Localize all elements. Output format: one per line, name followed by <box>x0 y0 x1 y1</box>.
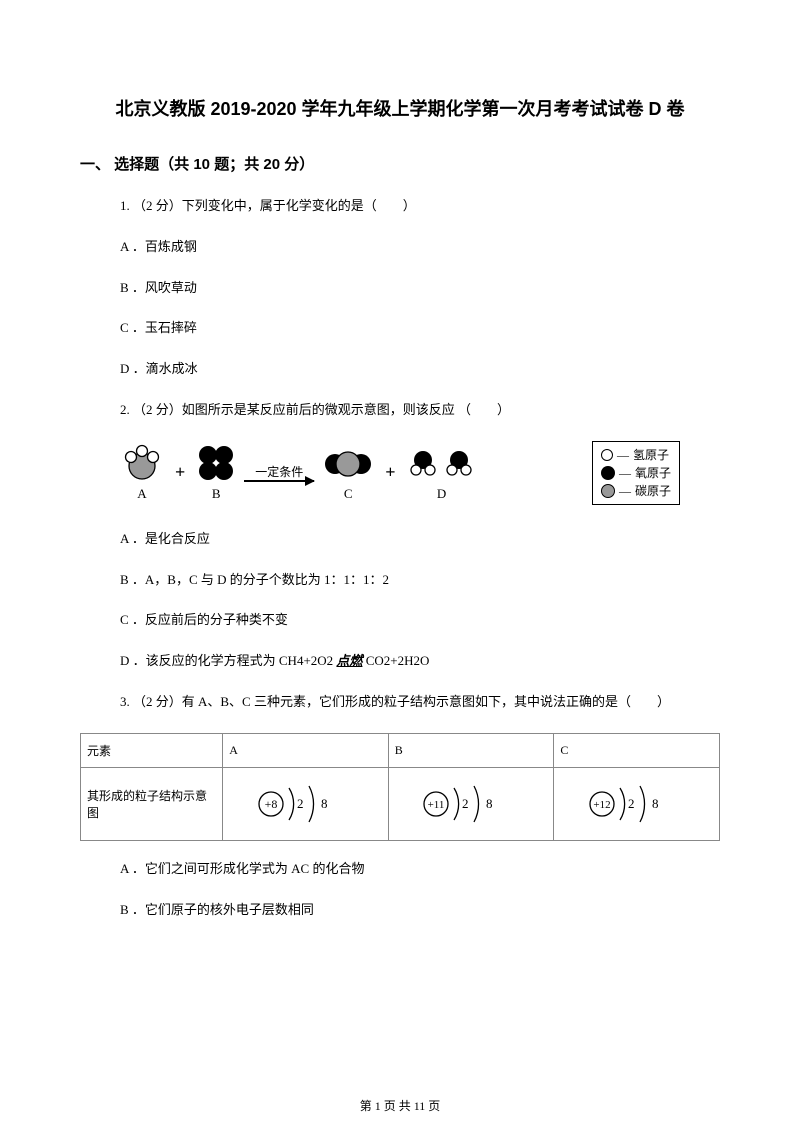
q1-option-b: B ．风吹草动 <box>120 278 720 299</box>
molecule-b: B <box>196 444 236 502</box>
q3-option-b: B ．它们原子的核外电子层数相同 <box>120 900 720 921</box>
legend-hydrogen: 氢原子 <box>633 446 669 464</box>
plus-icon: + <box>175 462 185 483</box>
reaction-arrow: 一定条件 <box>244 463 314 482</box>
table-header-c: C <box>554 733 720 767</box>
atom-diagram-c: +12 2 8 <box>554 767 720 840</box>
ignite-text: 点燃 <box>336 653 362 668</box>
svg-text:2: 2 <box>628 796 635 811</box>
q1-option-a: A ．百炼成钢 <box>120 237 720 258</box>
arrow-label: 一定条件 <box>255 463 303 480</box>
table-header-element: 元素 <box>81 733 223 767</box>
svg-text:8: 8 <box>486 796 493 811</box>
question-2: 2. （2 分）如图所示是某反应前后的微观示意图，则该反应 （ ） <box>120 400 720 421</box>
page-footer: 第 1 页 共 11 页 <box>0 1097 800 1114</box>
q2-option-c: C ．反应前后的分子种类不变 <box>120 610 720 631</box>
molecule-d-label: D <box>437 486 446 502</box>
q1-option-c: C ．玉石摔碎 <box>120 318 720 339</box>
page-title: 北京义教版 2019-2020 学年九年级上学期化学第一次月考考试试卷 D 卷 <box>80 95 720 121</box>
legend-oxygen: 氧原子 <box>635 464 671 482</box>
molecule-b-label: B <box>212 486 221 502</box>
table-row-label: 其形成的粒子结构示意图 <box>81 767 223 840</box>
molecule-c: C <box>322 444 374 502</box>
q2-option-b: B ．A，B，C 与 D 的分子个数比为 1：1：1：2 <box>120 570 720 591</box>
atom-diagram-b: +11 2 8 <box>388 767 554 840</box>
atom-structure-table: 元素 A B C 其形成的粒子结构示意图 +8 2 8 +11 <box>80 733 720 841</box>
molecule-a: A <box>120 444 164 502</box>
q3-option-a: A ．它们之间可形成化学式为 AC 的化合物 <box>120 859 720 880</box>
molecule-d: D <box>407 444 477 502</box>
svg-text:8: 8 <box>321 796 328 811</box>
table-header-b: B <box>388 733 554 767</box>
svg-text:2: 2 <box>297 796 304 811</box>
svg-text:+12: +12 <box>593 799 610 811</box>
atom-legend: —氢原子 —氧原子 —碳原子 <box>592 441 680 505</box>
q2-option-a: A ．是化合反应 <box>120 529 720 550</box>
table-header-a: A <box>223 733 389 767</box>
q2-option-d: D ．该反应的化学方程式为 CH4+2O2 点燃 CO2+2H2O <box>120 651 720 672</box>
svg-text:2: 2 <box>462 796 469 811</box>
svg-text:+11: +11 <box>428 799 445 811</box>
molecule-a-label: A <box>137 486 146 502</box>
question-3: 3. （2 分）有 A、B、C 三种元素，它们形成的粒子结构示意图如下，其中说法… <box>120 692 720 713</box>
plus-icon-2: + <box>385 462 395 483</box>
svg-text:+8: +8 <box>264 797 277 811</box>
section-heading: 一、 选择题（共 10 题；共 20 分） <box>80 153 720 174</box>
molecule-c-label: C <box>344 486 353 502</box>
legend-carbon: 碳原子 <box>635 482 671 500</box>
q1-option-d: D ．滴水成冰 <box>120 359 720 380</box>
atom-diagram-a: +8 2 8 <box>223 767 389 840</box>
reaction-diagram: A + B 一定条件 C + D —氢原 <box>120 441 680 505</box>
svg-text:8: 8 <box>652 796 659 811</box>
question-1: 1. （2 分）下列变化中，属于化学变化的是（ ） <box>120 196 720 217</box>
